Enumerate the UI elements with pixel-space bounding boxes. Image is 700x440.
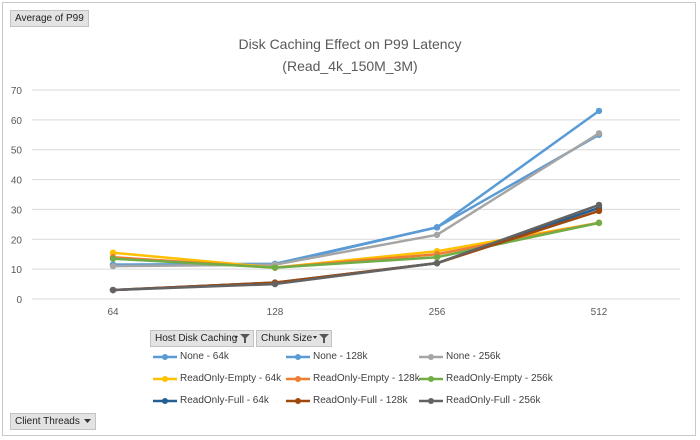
y-tick-label: 20 (11, 235, 23, 246)
chart-subtitle: (Read_4k_150M_3M) (282, 58, 418, 74)
series-line (111, 221, 601, 269)
legend-label: None - 256k (446, 351, 501, 362)
filter-dropdown-icon[interactable] (312, 333, 330, 344)
legend-swatch (419, 398, 443, 404)
filter-dropdown-icon[interactable] (233, 333, 251, 344)
y-tick-label: 60 (11, 116, 23, 127)
y-tick-label: 70 (11, 86, 23, 97)
series-line (111, 203, 601, 292)
data-point (595, 219, 603, 227)
y-tick-label: 50 (11, 146, 23, 157)
legend-swatch (419, 354, 443, 360)
y-tick-label: 10 (11, 265, 23, 276)
y-tick-label: 30 (11, 205, 23, 216)
data-point (109, 262, 117, 270)
series-line (111, 133, 601, 266)
x-tick-label: 64 (107, 307, 119, 318)
data-point (109, 286, 117, 294)
legend-swatch (153, 376, 177, 382)
legend-swatch (419, 376, 443, 382)
series-line (111, 132, 601, 268)
legend-label: ReadOnly-Full - 256k (446, 395, 541, 406)
data-point (271, 264, 279, 271)
axis-field-client-threads[interactable]: Client Threads (10, 413, 96, 430)
x-tick-label: 128 (267, 307, 284, 318)
legend-swatch (286, 376, 310, 382)
legend-label: ReadOnly-Empty - 128k (313, 373, 420, 384)
data-point (595, 201, 603, 209)
data-point (109, 255, 117, 262)
legend-swatch (153, 398, 177, 404)
value-field-button[interactable]: Average of P99 (10, 10, 89, 27)
chart-frame (2, 2, 696, 436)
legend-label: None - 128k (313, 351, 368, 362)
y-tick-label: 0 (16, 295, 22, 306)
chart-title: Disk Caching Effect on P99 Latency (238, 36, 462, 52)
data-point (433, 254, 441, 261)
legend-swatch (286, 354, 310, 360)
y-tick-label: 40 (11, 176, 23, 187)
x-tick-label: 512 (591, 307, 608, 318)
data-point (595, 130, 603, 137)
legend-label: ReadOnly-Full - 64k (180, 395, 269, 406)
legend-field-chunk-size[interactable]: Chunk Size (256, 330, 332, 347)
data-point (109, 249, 117, 256)
series-line (111, 109, 601, 266)
data-point (595, 207, 603, 215)
data-point (595, 107, 603, 115)
data-point (433, 224, 441, 231)
data-point (271, 280, 279, 288)
legend-label: None - 64k (180, 351, 229, 362)
legend-field-label: Host Disk Caching (155, 333, 238, 344)
axis-field-label: Client Threads (15, 416, 80, 427)
legend-field-label: Chunk Size (261, 333, 313, 344)
data-point (433, 231, 441, 239)
legend-field-host-disk-caching[interactable]: Host Disk Caching (150, 330, 254, 347)
legend-label: ReadOnly-Empty - 256k (446, 373, 553, 384)
chevron-down-icon[interactable] (84, 418, 92, 424)
legend-swatch (153, 354, 177, 360)
legend-swatch (286, 398, 310, 404)
legend-label: ReadOnly-Full - 128k (313, 395, 408, 406)
legend-label: ReadOnly-Empty - 64k (180, 373, 282, 384)
data-point (433, 259, 441, 267)
x-tick-label: 256 (429, 307, 446, 318)
